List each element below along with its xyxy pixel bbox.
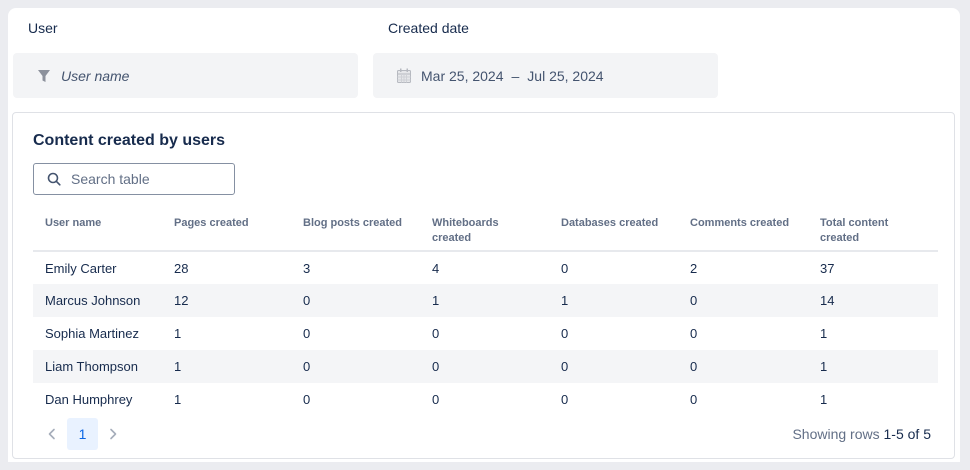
cell-pages: 1: [174, 326, 182, 341]
cell-total: 1: [808, 350, 938, 383]
rows-count-info: Showing rows 1-5 of 5: [792, 426, 931, 442]
cell-total: 1: [820, 392, 828, 407]
cell-comments: 0: [678, 350, 808, 383]
table-row: Liam Thompson 1 0 0 0 0 1: [33, 350, 938, 383]
cell-user-name: Dan Humphrey: [45, 392, 133, 407]
cell-user-name: Emily Carter: [45, 260, 117, 276]
cell-blog-posts: 0: [291, 284, 420, 317]
table-row: Sophia Martinez 1 0 0 0 0 1: [33, 317, 938, 350]
user-filter-input[interactable]: User name: [13, 53, 358, 98]
cell-total: 37: [820, 260, 835, 276]
cell-blog-posts: 0: [303, 392, 311, 407]
cell-whiteboards: 0: [420, 350, 549, 383]
search-table-field[interactable]: [33, 163, 235, 195]
cell-databases: 0: [561, 260, 569, 276]
cell-comments: 0: [690, 326, 698, 341]
table-row: Marcus Johnson 12 0 1 1 0 14: [33, 284, 938, 317]
cell-total: 1: [820, 326, 828, 341]
date-separator: –: [511, 67, 520, 84]
rows-info-prefix: Showing rows: [792, 426, 880, 442]
chevron-right-icon: [110, 428, 117, 440]
column-header-user-name[interactable]: User name: [33, 209, 162, 252]
cell-blog-posts: 3: [303, 260, 311, 276]
search-icon: [47, 172, 61, 186]
date-range-picker[interactable]: Mar 25, 2024 – Jul 25, 2024: [373, 53, 718, 98]
card-title: Content created by users: [33, 132, 226, 149]
user-filter-label: User: [28, 20, 58, 36]
date-start: Mar 25, 2024: [421, 67, 504, 84]
date-filter-label: Created date: [388, 20, 469, 36]
table-header-row: User name Pages created Blog posts creat…: [33, 209, 938, 252]
cell-total: 14: [808, 284, 938, 317]
column-header-databases[interactable]: Databases created: [549, 209, 678, 252]
user-filter-placeholder: User name: [61, 67, 130, 84]
rows-info-range: 1-5 of 5: [883, 426, 931, 442]
date-end: Jul 25, 2024: [527, 67, 604, 84]
cell-user-name: Liam Thompson: [33, 350, 162, 383]
page-button-current[interactable]: 1: [67, 418, 98, 450]
table-row: Dan Humphrey 1 0 0 0 0 1: [33, 383, 938, 416]
pagination: 1: [39, 418, 126, 450]
cell-pages: 1: [174, 392, 182, 407]
cell-pages: 28: [174, 260, 189, 276]
next-page-button[interactable]: [100, 418, 126, 450]
cell-databases: 0: [561, 326, 569, 341]
content-table-card: Content created by users User name Pages…: [12, 112, 955, 459]
column-header-pages[interactable]: Pages created: [162, 209, 291, 252]
cell-pages: 1: [162, 350, 291, 383]
cell-databases: 0: [561, 392, 569, 407]
cell-whiteboards: 1: [420, 284, 549, 317]
previous-page-button[interactable]: [39, 418, 65, 450]
content-table: User name Pages created Blog posts creat…: [33, 209, 938, 416]
cell-blog-posts: 0: [291, 350, 420, 383]
column-header-comments[interactable]: Comments created: [678, 209, 808, 252]
calendar-icon: [396, 68, 412, 84]
cell-databases: 0: [549, 350, 678, 383]
report-panel: User Created date User name Mar 25, 2024…: [8, 8, 960, 462]
cell-comments: 0: [690, 392, 698, 407]
chevron-left-icon: [48, 428, 55, 440]
column-header-total[interactable]: Total content created: [808, 209, 938, 252]
cell-comments: 0: [678, 284, 808, 317]
cell-user-name: Sophia Martinez: [45, 326, 139, 341]
cell-whiteboards: 0: [432, 326, 440, 341]
cell-whiteboards: 4: [432, 260, 440, 276]
search-table-input[interactable]: [71, 171, 221, 187]
cell-blog-posts: 0: [303, 326, 311, 341]
column-header-whiteboards[interactable]: Whiteboards created: [420, 209, 549, 252]
filter-icon: [36, 68, 52, 84]
cell-user-name: Marcus Johnson: [33, 284, 162, 317]
cell-pages: 12: [162, 284, 291, 317]
table-row: Emily Carter 28 3 4 0 2 37: [33, 251, 938, 284]
column-header-blog-posts[interactable]: Blog posts created: [291, 209, 420, 252]
cell-databases: 1: [549, 284, 678, 317]
cell-comments: 2: [690, 260, 698, 276]
cell-whiteboards: 0: [432, 392, 440, 407]
